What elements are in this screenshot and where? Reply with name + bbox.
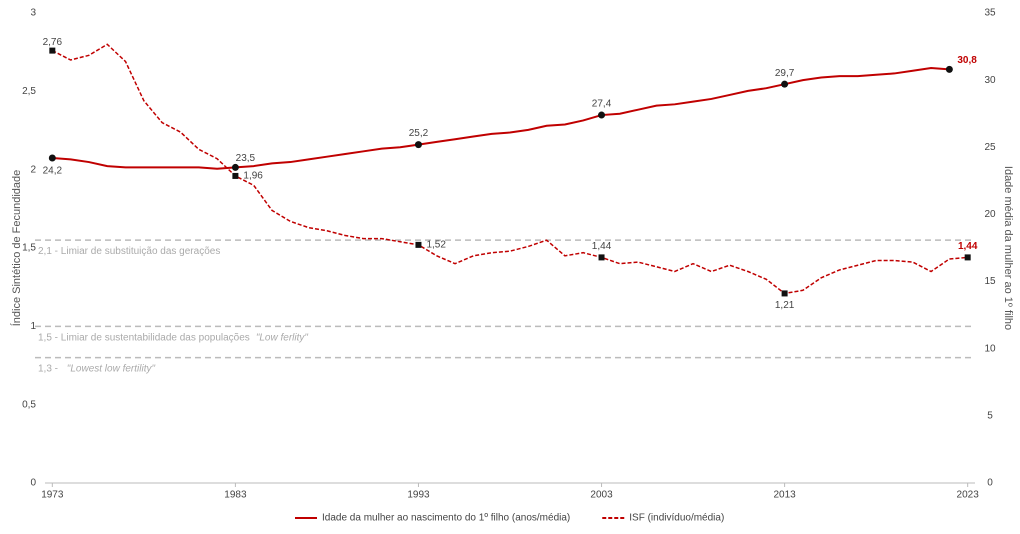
- series-line: [52, 67, 950, 170]
- y-tick-label: 0,5: [22, 399, 36, 410]
- point-marker: [49, 47, 56, 54]
- data-label: 27,4: [592, 99, 612, 110]
- x-tick-label: 1973: [41, 490, 64, 501]
- point-marker: [945, 65, 953, 73]
- reference-label: 1,5 - Limiar de sustentabilidade das pop…: [38, 332, 308, 343]
- y2-tick-label: 5: [987, 410, 993, 421]
- y-tick-label: 2: [30, 164, 36, 175]
- y-tick-label: 1: [30, 321, 36, 332]
- reference-text: 1,5 - Limiar de sustentabilidade das pop…: [38, 332, 250, 343]
- data-label: 1,44: [592, 241, 612, 252]
- data-label: 2,76: [43, 37, 63, 48]
- point-marker: [964, 254, 971, 261]
- legend-label: ISF (indivíduo/média): [629, 513, 724, 524]
- point-marker: [414, 141, 422, 149]
- point-marker: [415, 241, 422, 248]
- point-marker: [48, 154, 56, 162]
- legend-label: Idade da mulher ao nascimento do 1º filh…: [322, 513, 570, 524]
- y-axis-title: Índice Sintético de Fecundidade: [10, 170, 23, 327]
- point-marker: [598, 111, 606, 119]
- y2-tick-label: 20: [984, 209, 996, 220]
- point-marker: [781, 80, 789, 88]
- x-tick-label: 2023: [957, 490, 980, 501]
- reference-label: 1,3 - "Lowest low fertility": [38, 363, 155, 374]
- reference-emphasis: "Low ferlity": [256, 332, 309, 343]
- x-tick-label: 2013: [773, 490, 796, 501]
- point-marker: [232, 172, 239, 179]
- data-label: 23,5: [236, 153, 256, 164]
- x-tick-label: 1993: [407, 490, 430, 501]
- data-label: 1,52: [426, 240, 446, 251]
- y2-tick-label: 25: [984, 142, 996, 153]
- data-label: 1,21: [775, 300, 795, 311]
- y2-tick-label: 10: [984, 343, 996, 354]
- reference-label: 2,1 - Limiar de substituição das geraçõe…: [38, 246, 220, 257]
- data-label: 24,2: [43, 166, 63, 177]
- data-label: 29,7: [775, 68, 795, 79]
- point-marker: [598, 254, 605, 261]
- data-label: 1,44: [958, 241, 978, 252]
- series-line: [51, 43, 968, 295]
- reference-emphasis: "Lowest low fertility": [67, 363, 156, 374]
- y-tick-label: 1,5: [22, 243, 36, 254]
- y2-tick-label: 30: [984, 75, 996, 86]
- y2-tick-label: 15: [984, 276, 996, 287]
- x-tick-label: 1983: [224, 490, 247, 501]
- y2-tick-label: 0: [987, 478, 993, 489]
- data-label: 25,2: [409, 128, 429, 139]
- y-tick-label: 2,5: [22, 86, 36, 97]
- reference-text: 1,3 -: [38, 363, 61, 374]
- x-tick-label: 2003: [590, 490, 613, 501]
- data-label: 30,8: [957, 55, 977, 66]
- y-tick-label: 0: [30, 478, 36, 489]
- point-marker: [781, 290, 788, 297]
- y-tick-label: 3: [30, 8, 36, 19]
- y2-axis-title: Idade média da mulher ao 1º filho: [1002, 166, 1014, 330]
- data-label: 1,96: [243, 171, 263, 182]
- point-marker: [231, 163, 239, 171]
- reference-text: 2,1 - Limiar de substituição das geraçõe…: [38, 246, 220, 257]
- y2-tick-label: 35: [984, 8, 996, 19]
